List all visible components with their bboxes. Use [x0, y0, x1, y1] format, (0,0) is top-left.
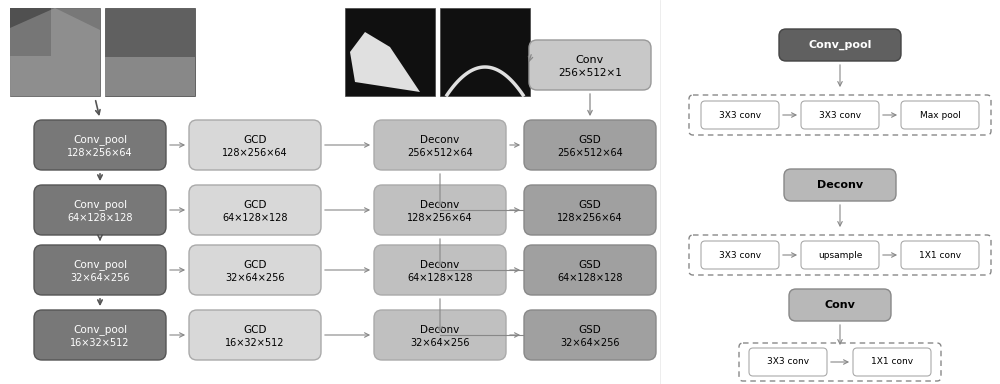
FancyBboxPatch shape	[701, 101, 779, 129]
Bar	[345, 8, 435, 96]
Text: Conv_pool: Conv_pool	[73, 324, 127, 336]
FancyBboxPatch shape	[801, 241, 879, 269]
FancyBboxPatch shape	[524, 310, 656, 360]
Text: GSD: GSD	[579, 325, 601, 335]
Text: GCD: GCD	[243, 200, 267, 210]
FancyBboxPatch shape	[374, 185, 506, 235]
Bar	[10, 8, 100, 96]
Text: 16×32×512: 16×32×512	[225, 338, 285, 348]
Text: 16×32×512: 16×32×512	[70, 338, 130, 348]
Polygon shape	[350, 32, 420, 92]
FancyBboxPatch shape	[901, 241, 979, 269]
FancyBboxPatch shape	[524, 245, 656, 295]
Bar	[105, 8, 195, 96]
FancyBboxPatch shape	[853, 348, 931, 376]
FancyBboxPatch shape	[739, 343, 941, 381]
Text: GSD: GSD	[579, 135, 601, 145]
Text: Conv: Conv	[576, 55, 604, 65]
FancyBboxPatch shape	[779, 29, 901, 61]
Text: Deconv: Deconv	[420, 325, 460, 335]
Text: 3X3 conv: 3X3 conv	[767, 358, 809, 366]
FancyBboxPatch shape	[801, 101, 879, 129]
FancyBboxPatch shape	[524, 185, 656, 235]
Bar	[105, 57, 195, 96]
FancyBboxPatch shape	[901, 101, 979, 129]
FancyBboxPatch shape	[34, 310, 166, 360]
Text: 128×256×64: 128×256×64	[557, 213, 623, 223]
FancyBboxPatch shape	[189, 185, 321, 235]
Text: 1X1 conv: 1X1 conv	[919, 250, 961, 260]
Text: 256×512×64: 256×512×64	[407, 148, 473, 158]
FancyBboxPatch shape	[784, 169, 896, 201]
FancyBboxPatch shape	[529, 40, 651, 90]
Text: 128×256×64: 128×256×64	[222, 148, 288, 158]
FancyBboxPatch shape	[701, 241, 779, 269]
FancyBboxPatch shape	[689, 95, 991, 135]
Text: GSD: GSD	[579, 260, 601, 270]
Text: Conv_pool: Conv_pool	[73, 260, 127, 270]
Text: 3X3 conv: 3X3 conv	[819, 111, 861, 119]
Text: 32×64×256: 32×64×256	[225, 273, 285, 283]
Text: Deconv: Deconv	[817, 180, 863, 190]
FancyBboxPatch shape	[34, 185, 166, 235]
FancyBboxPatch shape	[789, 289, 891, 321]
Text: 128×256×64: 128×256×64	[407, 213, 473, 223]
FancyBboxPatch shape	[374, 310, 506, 360]
Text: Deconv: Deconv	[420, 200, 460, 210]
FancyBboxPatch shape	[189, 120, 321, 170]
Text: 128×256×64: 128×256×64	[67, 148, 133, 158]
Text: 32×64×256: 32×64×256	[70, 273, 130, 283]
FancyBboxPatch shape	[749, 348, 827, 376]
Text: 1X1 conv: 1X1 conv	[871, 358, 913, 366]
Text: 64×128×128: 64×128×128	[222, 213, 288, 223]
FancyBboxPatch shape	[689, 235, 991, 275]
Text: 3X3 conv: 3X3 conv	[719, 250, 761, 260]
Text: 32×64×256: 32×64×256	[410, 338, 470, 348]
Text: 3X3 conv: 3X3 conv	[719, 111, 761, 119]
Polygon shape	[10, 8, 100, 96]
Text: GSD: GSD	[579, 200, 601, 210]
FancyBboxPatch shape	[374, 245, 506, 295]
Text: GCD: GCD	[243, 135, 267, 145]
Text: Conv_pool: Conv_pool	[808, 40, 872, 50]
FancyBboxPatch shape	[374, 120, 506, 170]
Bar	[10, 8, 50, 56]
Text: 32×64×256: 32×64×256	[560, 338, 620, 348]
FancyBboxPatch shape	[34, 245, 166, 295]
Text: upsample: upsample	[818, 250, 862, 260]
Text: Conv_pool: Conv_pool	[73, 200, 127, 210]
Text: Conv_pool: Conv_pool	[73, 134, 127, 146]
Bar	[440, 8, 530, 96]
Text: 64×128×128: 64×128×128	[407, 273, 473, 283]
FancyBboxPatch shape	[524, 120, 656, 170]
Text: 64×128×128: 64×128×128	[557, 273, 623, 283]
Text: Deconv: Deconv	[420, 135, 460, 145]
Text: 64×128×128: 64×128×128	[67, 213, 133, 223]
Text: Max pool: Max pool	[920, 111, 960, 119]
Text: GCD: GCD	[243, 260, 267, 270]
Text: 256×512×1: 256×512×1	[558, 68, 622, 78]
Text: Conv: Conv	[825, 300, 855, 310]
Text: 256×512×64: 256×512×64	[557, 148, 623, 158]
Text: GCD: GCD	[243, 325, 267, 335]
FancyBboxPatch shape	[34, 120, 166, 170]
FancyBboxPatch shape	[189, 245, 321, 295]
FancyBboxPatch shape	[189, 310, 321, 360]
Text: Deconv: Deconv	[420, 260, 460, 270]
